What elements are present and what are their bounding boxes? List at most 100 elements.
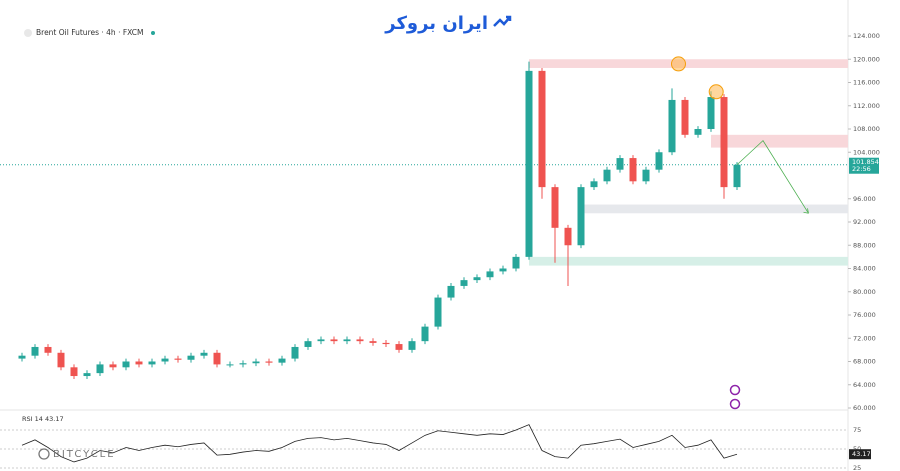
candle-body: [434, 297, 442, 327]
chart-title: Brent Oil Futures · 4h · FXCM: [36, 28, 143, 37]
candle-body: [616, 158, 624, 170]
event-icon: [729, 384, 741, 396]
candle-body: [590, 181, 598, 188]
rsi-tick-label: 50: [853, 445, 861, 453]
candle-body: [161, 358, 169, 362]
candle-body: [57, 352, 65, 368]
y-tick-label: 104.000: [853, 148, 880, 156]
zone: [529, 256, 848, 266]
candle-body: [629, 158, 637, 182]
candle-body: [148, 361, 156, 365]
candle-body: [551, 187, 559, 228]
candle-body: [356, 339, 364, 342]
candle-body: [720, 97, 728, 188]
watermark: BITCYCLE: [53, 449, 116, 460]
candle-body: [83, 373, 91, 377]
candle-body: [122, 361, 130, 368]
y-tick-label: 92.000: [853, 218, 876, 226]
candle-body: [174, 358, 182, 360]
candle-body: [304, 341, 312, 347]
candle-body: [382, 342, 390, 345]
candle-body: [343, 339, 351, 342]
candle-body: [486, 271, 494, 278]
y-tick-label: 112.000: [853, 102, 880, 110]
candle-body: [109, 364, 117, 368]
zone: [529, 59, 848, 68]
y-tick-label: 116.000: [853, 79, 880, 87]
candle-body: [265, 361, 273, 363]
candle-body: [200, 352, 208, 356]
candle-body: [369, 341, 377, 343]
candle-body: [538, 70, 546, 188]
candle-body: [525, 70, 533, 257]
candle-body: [681, 99, 689, 135]
last-price-label: 101.854: [852, 158, 879, 166]
zone: [711, 134, 848, 148]
projection-arrowhead: [803, 208, 809, 214]
candle-body: [18, 355, 26, 359]
candle-body: [694, 129, 702, 135]
candle-body: [707, 97, 715, 129]
candle-body: [408, 341, 416, 350]
y-tick-label: 120.000: [853, 55, 880, 63]
candle-body: [655, 152, 663, 170]
brand: ایران بروکر: [384, 13, 488, 34]
rsi-tick-label: 25: [853, 464, 861, 471]
rsi-line: [21, 424, 738, 463]
candle-body: [473, 277, 481, 281]
zone: [581, 204, 848, 214]
candle-body: [668, 99, 676, 153]
marks: 60.000 64.000 68.000 72.000 76.000 80.000 84.0…: [0, 32, 880, 471]
candle-body: [135, 361, 143, 365]
highlight: [671, 56, 686, 72]
y-tick-label: 72.000: [853, 334, 876, 342]
candle-body: [564, 227, 572, 246]
highlight: [708, 84, 724, 100]
candle-body: [460, 280, 468, 286]
rsi-value: 43.17: [45, 415, 64, 423]
last-price-box: [849, 157, 879, 174]
candle-body: [421, 326, 429, 342]
y-tick-label: 68.000: [853, 358, 876, 366]
candle-body: [291, 346, 299, 359]
candle-body: [226, 364, 234, 366]
candle-body: [447, 285, 455, 298]
y-tick-label: 60.000: [853, 404, 876, 412]
rsi-last-box: [849, 449, 871, 460]
candle-body: [96, 364, 104, 374]
brand-box: [377, 4, 517, 42]
candle-body: [577, 187, 585, 246]
candle-body: [499, 268, 507, 272]
watermark-logo: [38, 448, 50, 460]
candle-body: [252, 361, 260, 364]
y-tick-label: 84.000: [853, 265, 876, 273]
candle-body: [239, 363, 247, 365]
candle-body: [44, 346, 52, 353]
candle-body: [603, 169, 611, 182]
countdown: 22:56: [852, 165, 871, 173]
y-tick-label: 96.000: [853, 195, 876, 203]
candle-body: [733, 164, 741, 188]
market-status: [151, 31, 155, 35]
y-tick-label: 64.000: [853, 381, 876, 389]
candle-body: [642, 169, 650, 182]
symbol-icon: [24, 29, 32, 37]
y-tick-label: 88.000: [853, 241, 876, 249]
candle-body: [213, 352, 221, 365]
projection: [736, 140, 809, 214]
candle-body: [278, 358, 286, 363]
candle-body: [317, 339, 325, 342]
rsi-last-label: 43.17: [852, 450, 871, 458]
candle-body: [395, 344, 403, 350]
y-tick-label: 80.000: [853, 288, 876, 296]
candle-body: [31, 346, 39, 356]
candle-body: [187, 355, 195, 360]
candle-body: [330, 339, 338, 342]
candle-body: [70, 367, 78, 377]
rsi-tick-label: 75: [853, 426, 861, 434]
y-tick-label: 124.000: [853, 32, 880, 40]
brand-icon: [493, 15, 512, 27]
